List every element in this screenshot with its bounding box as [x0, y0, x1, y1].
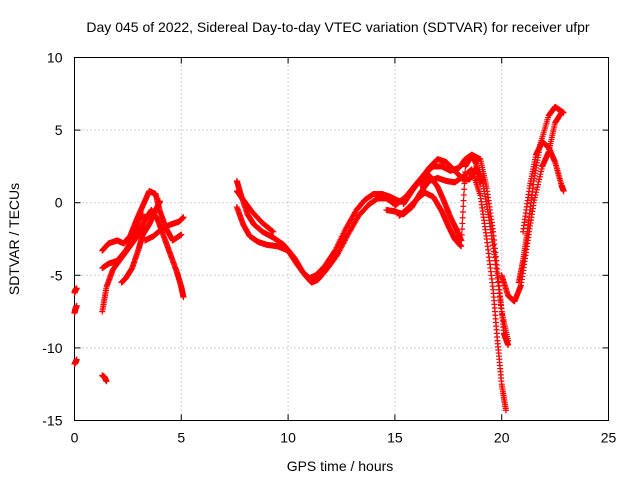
data-point — [505, 337, 512, 344]
data-point — [139, 211, 146, 218]
y-tick-labels: 10 5 0 -5 -10 -15 — [42, 50, 62, 429]
x-tick-label: 10 — [280, 430, 296, 446]
data-point — [462, 169, 469, 176]
series-arc-12 — [233, 188, 277, 235]
data-point — [180, 294, 187, 301]
y-axis-label: SDTVAR / TECUs — [6, 183, 22, 295]
data-point — [459, 226, 466, 233]
x-tick-label: 0 — [71, 430, 79, 446]
x-axis-label: GPS time / hours — [287, 458, 394, 474]
data-point — [458, 237, 465, 244]
data-point — [460, 197, 467, 204]
data-point — [460, 191, 467, 198]
series-arc-8 — [118, 198, 163, 286]
data-point — [461, 186, 468, 193]
series-arc-9 — [141, 214, 187, 244]
series-arc-11 — [233, 195, 398, 286]
chart-title: Day 045 of 2022, Sidereal Day-to-day VTE… — [86, 19, 590, 35]
data-point — [73, 285, 80, 292]
y-tick-label: -15 — [42, 413, 62, 429]
data-point — [269, 228, 276, 235]
data-point — [502, 407, 509, 414]
series-arc-13 — [383, 166, 509, 414]
x-tick-label: 25 — [601, 430, 617, 446]
data-point — [459, 220, 466, 227]
data-point — [73, 302, 80, 309]
data-point — [178, 231, 185, 238]
y-tick-label: -5 — [50, 267, 63, 283]
data-point — [560, 188, 567, 195]
series-arc-18 — [498, 109, 565, 305]
data-point — [460, 203, 467, 210]
y-tick-label: 0 — [55, 195, 63, 211]
data-point — [270, 228, 277, 235]
series-arc-3 — [71, 285, 80, 296]
data-point — [477, 180, 484, 187]
data-point — [461, 174, 468, 181]
data-point — [458, 243, 465, 250]
y-tick-label: 10 — [47, 50, 63, 66]
series-arc-16 — [396, 151, 484, 250]
x-tick-labels: 0 5 10 15 20 25 — [71, 430, 617, 446]
series-arc-7 — [99, 211, 146, 272]
x-tick-label: 15 — [387, 430, 403, 446]
y-tick-label: 5 — [55, 122, 63, 138]
series-arc-4 — [99, 372, 110, 385]
y-tick-label: -10 — [42, 340, 62, 356]
series-arc-20 — [520, 138, 567, 235]
data-point — [103, 378, 110, 385]
data-point — [180, 214, 187, 221]
data-point — [73, 356, 80, 363]
series-arc-1 — [71, 356, 80, 367]
data-point — [560, 109, 567, 116]
x-tick-label: 5 — [177, 430, 185, 446]
series-arc-17 — [417, 172, 465, 244]
data-point — [459, 209, 466, 216]
series-arc-10 — [233, 177, 409, 282]
series-arc-19 — [515, 103, 567, 286]
data-point — [461, 180, 468, 187]
series-arc-2 — [71, 302, 80, 317]
data-points — [71, 103, 567, 414]
data-point — [156, 198, 163, 205]
data-point — [459, 214, 466, 221]
x-tick-label: 20 — [494, 430, 510, 446]
plot-frame — [74, 57, 609, 421]
